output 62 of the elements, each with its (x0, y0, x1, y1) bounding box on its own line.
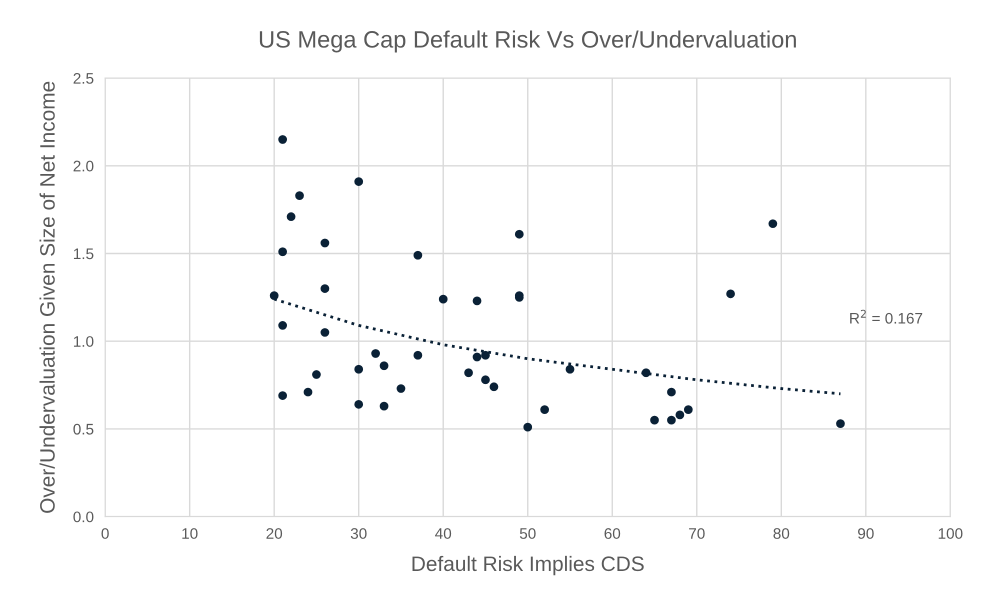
point (676, 410, 684, 420)
point (667, 388, 676, 396)
point (540, 405, 550, 414)
x-tick-label: 30 (350, 528, 367, 539)
point (472, 296, 482, 306)
y-tick-label: 1.0 (74, 336, 94, 347)
y-tick-label: 2.5 (74, 72, 94, 84)
point (354, 177, 364, 186)
point (438, 294, 448, 304)
y-tick-label: 0.5 (73, 424, 94, 435)
x-tick-label: 80 (773, 528, 790, 539)
x-tick-label: 100 (938, 528, 962, 539)
point (642, 368, 650, 378)
y-tick-label: 0.0 (73, 511, 94, 522)
x-tick-label: 70 (689, 528, 705, 539)
chart-title: US Mega Cap Default Risk Vs Over/Undervaluation (260, 30, 796, 52)
x-tick-label: 20 (266, 528, 282, 539)
point (650, 416, 659, 424)
point (312, 370, 321, 379)
point (472, 352, 482, 362)
x-tick-label: 10 (182, 528, 198, 539)
point (278, 391, 288, 400)
point (320, 284, 330, 293)
point (768, 219, 778, 228)
point (490, 382, 498, 392)
point (481, 350, 490, 360)
point (464, 368, 473, 378)
point (414, 250, 422, 260)
point (278, 321, 288, 330)
point (295, 191, 304, 200)
point (320, 328, 330, 337)
point (481, 375, 490, 384)
y-tick-label: 1.5 (74, 248, 94, 260)
x-tick-label: 40 (435, 528, 452, 539)
point (836, 419, 845, 428)
point (380, 361, 388, 370)
point (523, 422, 532, 432)
point (396, 384, 406, 393)
point (304, 388, 312, 396)
point (354, 400, 364, 409)
x-tick-label: 60 (604, 528, 620, 539)
point (726, 289, 735, 298)
point (566, 364, 574, 374)
x-tick-label: 50 (520, 528, 536, 539)
x-tick-label: 0 (102, 528, 109, 539)
x-axis-title: Default Risk Implies CDS (412, 556, 644, 576)
x-tick-label: 90 (858, 528, 874, 539)
point (270, 291, 279, 300)
annotation: R$^{2}$ = 0.167 (850, 310, 922, 324)
point (667, 416, 676, 424)
point (371, 349, 380, 358)
point (354, 364, 364, 374)
point (320, 238, 330, 248)
point (286, 212, 296, 222)
point (414, 350, 422, 360)
point (278, 247, 288, 256)
y-axis-title: Over/Undervaluation Given Size of Net Income (39, 82, 55, 513)
point (684, 405, 693, 414)
point (278, 135, 288, 144)
point (514, 230, 524, 239)
point (380, 402, 388, 410)
y-tick-label: 2.0 (74, 160, 94, 172)
